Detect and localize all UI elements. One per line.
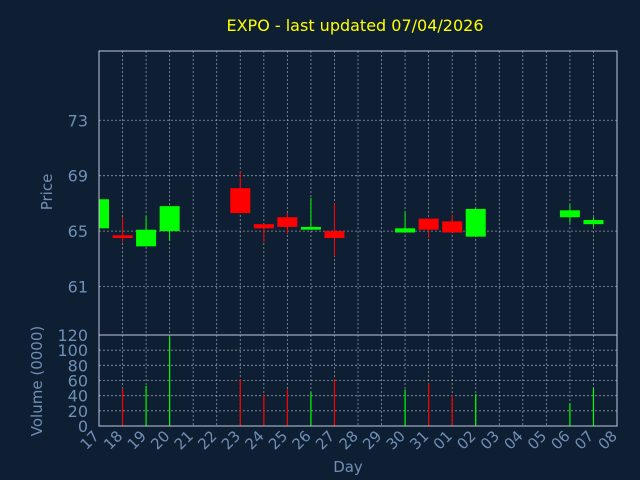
volume-tick-label: 60 xyxy=(68,372,88,391)
x-tick-label: 07 xyxy=(571,427,597,453)
candle-body-06 xyxy=(559,210,580,218)
candle-body-31 xyxy=(418,218,439,230)
volume-panel-frame xyxy=(98,334,618,427)
x-tick-label: 26 xyxy=(289,427,315,453)
candle-body-26 xyxy=(300,226,321,230)
candle-body-07 xyxy=(583,220,604,225)
volume-grid xyxy=(99,335,617,426)
x-tick-label: 01 xyxy=(430,427,456,453)
volume-tick-label: 120 xyxy=(57,326,88,345)
x-tick-label: 30 xyxy=(383,427,409,453)
x-tick-label: 08 xyxy=(595,427,621,453)
candle-body-19 xyxy=(136,229,157,247)
x-tick-label: 19 xyxy=(124,427,150,453)
x-tick-label: 23 xyxy=(218,427,244,453)
candle-body-01 xyxy=(442,221,463,233)
price-tick-label: 73 xyxy=(68,111,88,130)
chart-title: EXPO - last updated 07/04/2026 xyxy=(226,16,483,35)
x-tick-label: 21 xyxy=(171,427,197,453)
x-axis-label: Day xyxy=(333,458,363,476)
price-tick-label: 69 xyxy=(68,167,88,186)
candle-body-30 xyxy=(395,228,416,233)
price-axis-label: Price xyxy=(38,174,56,211)
volume-tick-label: 0 xyxy=(78,417,88,436)
candle-body-23 xyxy=(230,188,251,214)
x-tick-label: 25 xyxy=(265,427,291,453)
x-tick-label: 27 xyxy=(312,427,338,453)
volume-bars xyxy=(121,336,595,426)
x-tick-label: 05 xyxy=(524,427,550,453)
price-tick-label: 61 xyxy=(68,278,88,297)
volume-tick-label: 100 xyxy=(57,341,88,360)
x-tick-label: 02 xyxy=(453,427,479,453)
candle-body-24 xyxy=(253,224,274,229)
candle-body-18 xyxy=(112,235,133,239)
volume-tick-label: 40 xyxy=(68,387,88,406)
candle-body-25 xyxy=(277,217,298,227)
x-tick-label: 06 xyxy=(548,427,574,453)
candle-body-20 xyxy=(159,206,180,232)
x-tick-label: 24 xyxy=(241,427,267,453)
price-candles xyxy=(98,171,604,257)
price-grid xyxy=(99,51,617,335)
x-tick-label: 29 xyxy=(359,427,385,453)
x-tick-label: 31 xyxy=(406,427,432,453)
x-tick-label: 03 xyxy=(477,427,503,453)
x-tick-label: 22 xyxy=(194,427,220,453)
x-tick-label: 18 xyxy=(100,427,126,453)
x-tick-label: 28 xyxy=(336,427,362,453)
volume-tick-label: 20 xyxy=(68,402,88,421)
candle-body-02 xyxy=(465,208,486,237)
candle-body-17 xyxy=(99,199,109,229)
candle-body-27 xyxy=(324,231,345,239)
price-tick-label: 65 xyxy=(68,222,88,241)
x-tick-label: 04 xyxy=(500,427,526,453)
axes: 6165697302040608010012017181920212223242… xyxy=(57,50,621,453)
volume-axis-label: Volume (0000) xyxy=(28,326,46,436)
x-tick-label: 20 xyxy=(147,427,173,453)
volume-tick-label: 80 xyxy=(68,356,88,375)
